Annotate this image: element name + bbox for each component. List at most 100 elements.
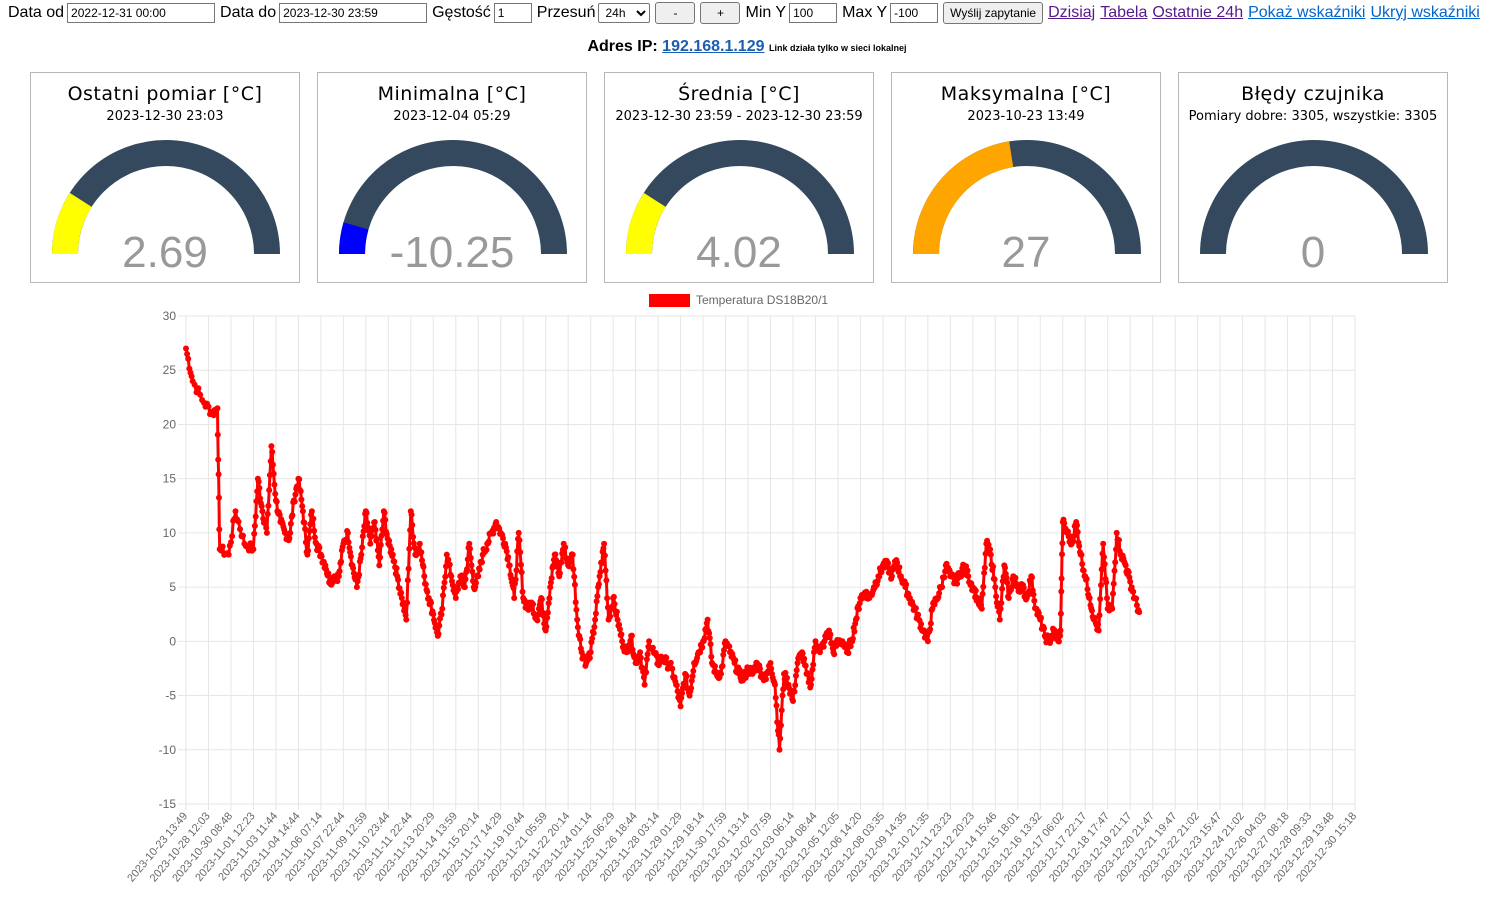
data-point[interactable] xyxy=(1083,575,1090,582)
data-point[interactable] xyxy=(291,498,298,505)
data-point[interactable] xyxy=(398,595,405,601)
data-point[interactable] xyxy=(791,688,798,695)
data-point[interactable] xyxy=(619,638,626,645)
data-point[interactable] xyxy=(594,593,601,600)
data-point[interactable] xyxy=(422,581,429,588)
data-point[interactable] xyxy=(912,605,919,612)
data-point[interactable] xyxy=(292,491,299,498)
data-point[interactable] xyxy=(298,496,305,503)
data-point[interactable] xyxy=(778,707,785,714)
data-point[interactable] xyxy=(269,448,276,455)
data-point[interactable] xyxy=(229,533,236,540)
data-point[interactable] xyxy=(669,665,676,672)
data-point[interactable] xyxy=(273,498,280,505)
data-point[interactable] xyxy=(614,616,621,623)
data-point[interactable] xyxy=(677,703,684,710)
data-point[interactable] xyxy=(993,593,1000,600)
data-point[interactable] xyxy=(757,665,763,672)
data-point[interactable] xyxy=(257,495,264,502)
data-point[interactable] xyxy=(475,573,482,580)
table-link[interactable]: Tabela xyxy=(1100,4,1148,21)
data-point[interactable] xyxy=(440,584,447,591)
data-point[interactable] xyxy=(251,522,258,529)
data-point[interactable] xyxy=(386,537,393,544)
data-point[interactable] xyxy=(574,624,581,631)
data-point[interactable] xyxy=(336,568,343,575)
data-point[interactable] xyxy=(726,643,733,650)
data-point[interactable] xyxy=(616,621,623,628)
data-point[interactable] xyxy=(679,690,686,697)
data-point[interactable] xyxy=(490,530,497,537)
data-point[interactable] xyxy=(976,595,983,602)
max-y-input[interactable] xyxy=(890,3,939,23)
data-point[interactable] xyxy=(799,650,806,657)
data-point[interactable] xyxy=(678,694,685,701)
data-point[interactable] xyxy=(646,638,653,645)
data-point[interactable] xyxy=(604,595,611,602)
data-point[interactable] xyxy=(601,552,608,559)
data-point[interactable] xyxy=(885,560,892,567)
data-point[interactable] xyxy=(452,595,459,601)
data-point[interactable] xyxy=(402,612,409,619)
data-point[interactable] xyxy=(228,539,234,546)
data-point[interactable] xyxy=(1057,610,1064,617)
data-point[interactable] xyxy=(1110,590,1116,597)
data-point[interactable] xyxy=(896,564,903,571)
data-point[interactable] xyxy=(372,526,379,533)
data-point[interactable] xyxy=(308,508,315,515)
chart-legend[interactable]: Temperatura DS18B20/1 xyxy=(649,293,828,307)
data-point[interactable] xyxy=(299,508,306,515)
data-point[interactable] xyxy=(1098,582,1104,589)
data-point[interactable] xyxy=(777,735,784,742)
data-point[interactable] xyxy=(763,676,769,683)
data-point[interactable] xyxy=(674,688,681,695)
data-point[interactable] xyxy=(377,554,384,561)
data-point[interactable] xyxy=(544,614,551,621)
data-point[interactable] xyxy=(271,481,278,488)
data-point[interactable] xyxy=(644,651,651,658)
data-point[interactable] xyxy=(318,553,325,560)
data-point[interactable] xyxy=(1059,551,1065,558)
data-point[interactable] xyxy=(1110,580,1117,587)
data-point[interactable] xyxy=(1030,591,1037,598)
data-point[interactable] xyxy=(393,565,400,572)
data-point[interactable] xyxy=(511,595,518,601)
data-point[interactable] xyxy=(776,746,783,753)
data-point[interactable] xyxy=(772,694,779,701)
data-point[interactable] xyxy=(363,509,370,516)
data-point[interactable] xyxy=(485,538,492,545)
data-point[interactable] xyxy=(377,541,384,548)
data-point[interactable] xyxy=(627,637,634,644)
data-point[interactable] xyxy=(1078,551,1085,558)
data-point[interactable] xyxy=(628,632,635,639)
data-point[interactable] xyxy=(784,674,790,681)
data-point[interactable] xyxy=(845,650,852,657)
data-point[interactable] xyxy=(376,562,383,569)
min-y-input[interactable] xyxy=(789,3,838,23)
data-point[interactable] xyxy=(547,584,554,591)
data-point[interactable] xyxy=(1057,632,1064,639)
data-point[interactable] xyxy=(574,616,581,623)
data-point[interactable] xyxy=(602,567,609,574)
data-point[interactable] xyxy=(772,681,778,688)
data-point[interactable] xyxy=(214,405,221,412)
data-point[interactable] xyxy=(603,577,610,584)
data-point[interactable] xyxy=(586,655,593,661)
data-point[interactable] xyxy=(416,540,423,547)
data-point[interactable] xyxy=(611,601,618,607)
data-point[interactable] xyxy=(1100,540,1107,547)
data-point[interactable] xyxy=(1116,537,1122,543)
data-point[interactable] xyxy=(1084,586,1091,593)
data-point[interactable] xyxy=(987,546,994,553)
data-point[interactable] xyxy=(981,564,988,571)
data-point[interactable] xyxy=(876,573,883,580)
date-to-input[interactable] xyxy=(279,3,428,23)
data-point[interactable] xyxy=(268,443,275,450)
data-point[interactable] xyxy=(793,672,799,679)
data-point[interactable] xyxy=(398,589,405,596)
data-point[interactable] xyxy=(270,470,277,477)
data-point[interactable] xyxy=(544,609,551,616)
data-point[interactable] xyxy=(265,502,272,509)
data-point[interactable] xyxy=(924,638,931,645)
data-point[interactable] xyxy=(512,576,519,583)
